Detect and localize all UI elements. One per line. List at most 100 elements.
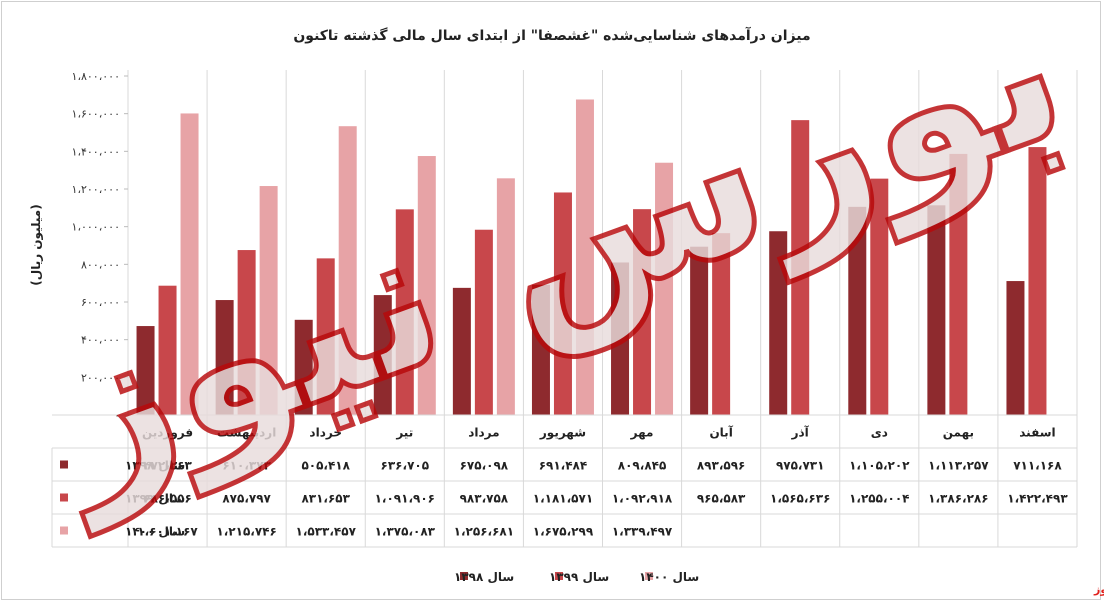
table-cell: ۱،۲۵۵،۰۰۴: [849, 492, 909, 506]
bar-2-7: [633, 209, 652, 415]
table-cell: ۱،۲۱۵،۷۴۶: [216, 525, 276, 539]
watermark-corner-text: بورس نیوز: [1093, 583, 1104, 596]
bar-1-7: [611, 262, 630, 415]
table-cell: ۶۷۵،۰۹۸: [460, 459, 509, 473]
table-cell: ۶۱۰،۳۷۳: [222, 459, 271, 473]
bar-3-4: [417, 156, 436, 415]
bar-2-3: [316, 258, 335, 415]
category-label: آذر: [791, 425, 810, 440]
table-cell: ۱،۰۹۱،۹۰۶: [375, 492, 435, 506]
bar-2-2: [237, 250, 256, 415]
legend-label: سال ۱۳۹۸: [454, 570, 514, 584]
bar-1-1: [136, 326, 155, 415]
table-series-swatch: [60, 460, 68, 469]
bar-3-7: [655, 162, 674, 415]
bar-2-1: [158, 285, 177, 415]
table-cell: ۹۸۳،۷۵۸: [460, 492, 509, 506]
bar-2-9: [791, 120, 810, 415]
y-tick-label: ۱،۶۰۰،۰۰۰: [72, 108, 120, 121]
table-cell: ۶۹۱،۴۸۴: [539, 459, 588, 473]
legend-label: سال ۱۴۰۰: [639, 570, 699, 584]
table-cell: ۱،۶۷۵،۲۹۹: [533, 525, 594, 539]
bar-1-3: [294, 319, 313, 415]
y-tick-label: ۱،۸۰۰،۰۰۰: [72, 70, 120, 83]
table-cell: ۱،۱۸۱،۵۷۱: [533, 492, 593, 506]
category-label: تیر: [395, 426, 413, 440]
table-cell: ۱،۳۸۶،۲۸۶: [928, 492, 988, 506]
y-tick-label: ۸۰۰،۰۰۰: [81, 258, 120, 271]
bar-2-4: [395, 209, 414, 415]
bar-1-12: [1006, 281, 1025, 415]
category-label: فروردین: [142, 426, 193, 441]
bar-1-6: [531, 284, 550, 415]
table-cell: ۴۷۲،۲۶۳: [143, 459, 192, 473]
table-cell: ۶۸۶،۵۵۶: [143, 492, 192, 506]
bar-2-10: [870, 178, 889, 415]
bar-3-6: [575, 99, 594, 415]
table-cell: ۱،۱۱۳،۲۵۷: [928, 459, 989, 473]
bar-2-12: [1028, 147, 1047, 415]
table-cell: ۸۰۹،۸۴۵: [618, 459, 667, 473]
bar-1-9: [769, 231, 788, 415]
category-label: اسفند: [1019, 426, 1055, 440]
bar-3-2: [259, 186, 278, 415]
category-label: دی: [871, 426, 888, 440]
y-tick-label: ۲۰۰،۰۰۰: [81, 371, 120, 384]
bar-2-11: [949, 153, 968, 415]
y-tick-label: ۴۰۰،۰۰۰: [81, 334, 120, 347]
table-cell: ۶۳۶،۷۰۵: [381, 459, 430, 473]
category-label: شهریور: [539, 426, 586, 441]
table-cell: ۹۷۵،۷۳۱: [776, 459, 825, 473]
table-series-name: سال ۱۳۹۹: [125, 492, 185, 506]
data-table: فروردین اردیبهشت خرداد تیر مرداد شهریور مهر آبا…: [51, 414, 1077, 548]
bar-3-3: [338, 126, 357, 416]
legend-swatch: [460, 572, 468, 580]
bar-2-5: [474, 229, 493, 415]
table-cell: ۸۷۵،۷۹۷: [222, 492, 271, 506]
chart-title: میزان درآمدهای شناسایی‌شده "غشصفا" از اب…: [293, 26, 810, 44]
table-cell: ۱،۶۰۱،۱۶۷: [137, 525, 198, 539]
table-cell: ۱،۵۳۳،۴۵۷: [296, 525, 357, 539]
bar-2-8: [712, 233, 731, 415]
table-cell: ۱،۳۷۵،۰۸۳: [375, 525, 436, 539]
bar-3-1: [180, 113, 199, 415]
table-cell: ۱،۱۰۵،۲۰۲: [849, 459, 910, 473]
table-cell: ۹۶۵،۵۸۳: [697, 492, 746, 506]
category-label: مهر: [630, 426, 654, 440]
category-label: آبان: [709, 425, 733, 440]
category-label: اردیبهشت: [217, 426, 276, 440]
y-tick-label: ۶۰۰،۰۰۰: [81, 296, 120, 309]
table-cell: ۱،۲۵۶،۶۸۱: [454, 525, 514, 539]
y-tick-label: ۱،۰۰۰،۰۰۰: [72, 221, 120, 234]
table-series-name: سال ۱۴۰۰: [125, 525, 185, 539]
grid-layer: [127, 70, 1078, 547]
y-axis-label: (میلیون ریال): [29, 204, 44, 285]
table-series-swatch: [60, 493, 68, 502]
bar-1-5: [452, 287, 471, 415]
table-series-swatch: [60, 526, 68, 535]
table-cell: ۱،۵۶۵،۶۳۶: [770, 492, 830, 506]
bar-1-11: [927, 205, 946, 415]
bar-1-8: [690, 246, 709, 415]
y-tick-label: ۱،۴۰۰،۰۰۰: [72, 145, 120, 158]
y-tick-label: ۱،۲۰۰،۰۰۰: [72, 183, 120, 196]
table-cell: ۱،۰۹۲،۹۱۸: [612, 492, 673, 506]
bar-1-2: [215, 300, 234, 415]
legend-swatch: [555, 572, 563, 580]
legend: سال ۱۳۹۸ سال ۱۳۹۹ سال ۱۴۰۰: [454, 570, 699, 584]
table-series-name: سال ۱۳۹۸: [125, 459, 185, 473]
category-label: مرداد: [468, 426, 499, 440]
table-cell: ۸۹۳،۵۹۶: [697, 459, 746, 473]
category-label: خرداد: [309, 426, 342, 440]
bar-3-5: [496, 178, 515, 415]
table-cell: ۱،۳۳۹،۴۹۷: [612, 525, 673, 539]
legend-label: سال ۱۳۹۹: [549, 570, 609, 584]
bar-1-4: [373, 295, 392, 415]
legend-swatch: [645, 572, 653, 580]
table-cell: ۵۰۵،۴۱۸: [301, 459, 350, 473]
bar-2-6: [553, 192, 572, 415]
bars-layer: [136, 99, 1047, 416]
table-cell: ۸۳۱،۶۵۳: [301, 492, 350, 506]
category-label: بهمن: [943, 426, 974, 440]
